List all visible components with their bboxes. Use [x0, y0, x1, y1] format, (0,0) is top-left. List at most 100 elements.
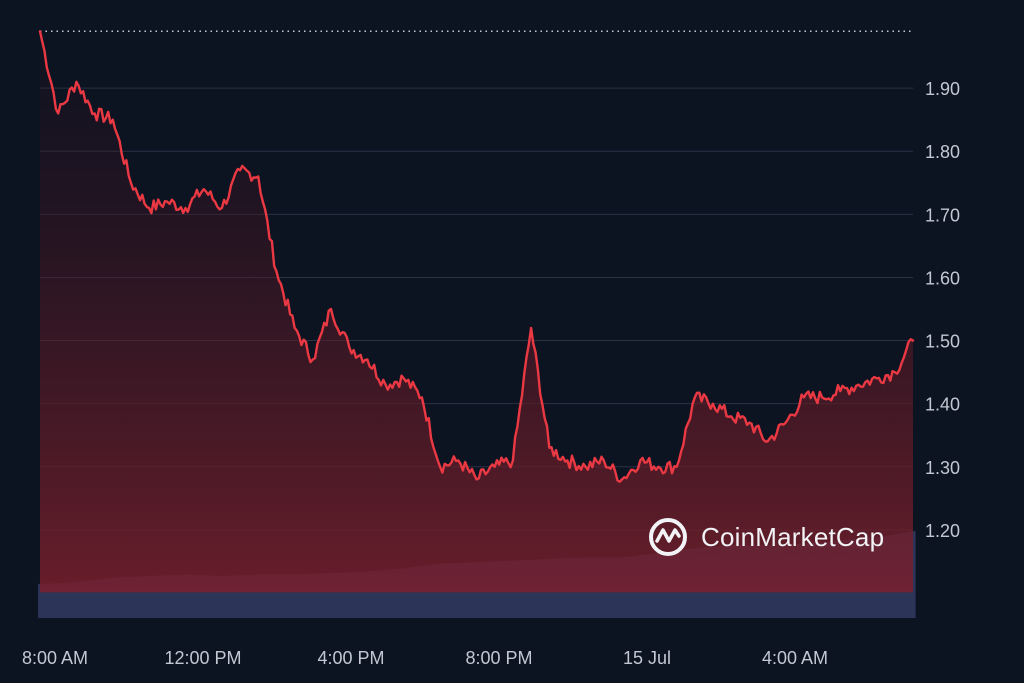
volume-bar: [65, 582, 71, 618]
y-tick-label: 1.60: [925, 268, 960, 288]
coinmarketcap-logo-icon: [649, 518, 687, 556]
x-tick-label: 12:00 PM: [164, 648, 241, 668]
volume-bar: [327, 573, 333, 618]
volume-bar: [264, 574, 269, 618]
volume-bar: [280, 574, 285, 618]
volume-bar: [208, 575, 214, 618]
volume-bar: [184, 574, 190, 618]
volume-bar: [347, 572, 353, 618]
volume-bar: [192, 574, 198, 618]
volume-bar: [359, 571, 365, 618]
volume-bar: [407, 567, 412, 618]
volume-bar: [216, 576, 222, 618]
volume-bar: [85, 580, 91, 618]
volume-bar: [291, 574, 297, 618]
volume-bar: [113, 577, 118, 618]
volume-bar: [303, 574, 309, 618]
volume-bar: [395, 568, 400, 618]
volume-bar: [188, 574, 194, 618]
volume-bar: [180, 574, 186, 618]
volume-bar: [125, 577, 130, 618]
volume-bar: [57, 583, 63, 618]
volume-bar: [89, 580, 95, 618]
y-tick-label: 1.70: [925, 205, 960, 225]
volume-bar: [101, 578, 107, 618]
y-tick-label: 1.20: [925, 521, 960, 541]
volume-bar: [299, 574, 305, 618]
volume-bar: [403, 568, 408, 618]
volume-bar: [383, 569, 388, 618]
volume-bar: [176, 574, 182, 618]
y-tick-label: 1.50: [925, 332, 960, 352]
volume-bar: [133, 576, 138, 618]
volume-bar: [260, 574, 265, 618]
volume-bar: [49, 583, 55, 618]
price-area: [40, 31, 913, 593]
volume-bar: [41, 583, 47, 618]
volume-bar: [69, 582, 75, 618]
volume-bar: [331, 572, 337, 618]
volume-bar: [307, 573, 313, 618]
volume-bar: [224, 575, 230, 618]
volume-bar: [319, 573, 325, 618]
volume-bar: [371, 570, 376, 618]
y-tick-label: 1.30: [925, 458, 960, 478]
x-axis-ticks: 8:00 AM 12:00 PM 4:00 PM 8:00 PM 15 Jul 4:00 …: [22, 648, 828, 668]
coinmarketcap-watermark: CoinMarketCap: [649, 518, 884, 556]
price-area-fill: [40, 31, 913, 593]
price-line: [38, 30, 915, 483]
volume-bar: [228, 575, 234, 618]
volume-bar: [268, 574, 273, 618]
volume-bar: [204, 575, 210, 618]
volume-bar: [284, 574, 289, 618]
volume-bar: [93, 579, 99, 618]
volume-bar: [355, 571, 361, 618]
volume-bar: [172, 575, 178, 618]
volume-bar: [411, 567, 416, 618]
volume-bar: [240, 575, 245, 618]
volume-bar: [256, 574, 261, 618]
volume-bar: [323, 573, 329, 618]
volume-bar: [161, 575, 166, 618]
volume-bar: [367, 571, 372, 618]
volume-bar: [105, 578, 111, 618]
volume-bar: [153, 575, 158, 618]
volume-bar: [276, 574, 281, 618]
x-tick-label: 4:00 PM: [317, 648, 384, 668]
volume-bar: [149, 576, 154, 618]
volume-bar: [387, 569, 392, 618]
volume-bar: [164, 575, 170, 618]
volume-bar: [248, 574, 253, 618]
volume-bar: [196, 575, 202, 618]
volume-bar: [375, 570, 380, 618]
volume-bar: [73, 582, 79, 618]
price-line-group: [38, 30, 915, 483]
volume-bar: [77, 581, 83, 618]
volume-bar: [272, 574, 277, 618]
x-tick-label: 8:00 AM: [22, 648, 88, 668]
watermark-text: CoinMarketCap: [701, 522, 884, 552]
volume-bar: [379, 570, 384, 618]
volume-bar: [232, 575, 238, 618]
volume-bar: [61, 582, 67, 618]
volume-bar: [212, 575, 218, 618]
volume-bar: [121, 577, 126, 618]
volume-bar: [335, 572, 341, 618]
x-tick-label: 15 Jul: [623, 648, 671, 668]
volume-bar: [45, 583, 51, 618]
volume-bar: [343, 572, 349, 618]
volume-bar: [236, 575, 241, 618]
volume-bar: [244, 575, 249, 618]
volume-bar: [911, 531, 916, 618]
volume-bar: [311, 573, 317, 618]
y-tick-label: 1.40: [925, 395, 960, 415]
volume-bar: [295, 574, 301, 618]
volume-bar: [53, 583, 59, 618]
x-tick-label: 4:00 AM: [762, 648, 828, 668]
volume-bar: [157, 575, 162, 618]
volume-bar: [129, 576, 134, 618]
volume-bar: [137, 576, 142, 618]
volume-bar: [141, 576, 146, 618]
y-axis-ticks: 1.90 1.80 1.70 1.60 1.50 1.40 1.30 1.20: [925, 79, 960, 541]
